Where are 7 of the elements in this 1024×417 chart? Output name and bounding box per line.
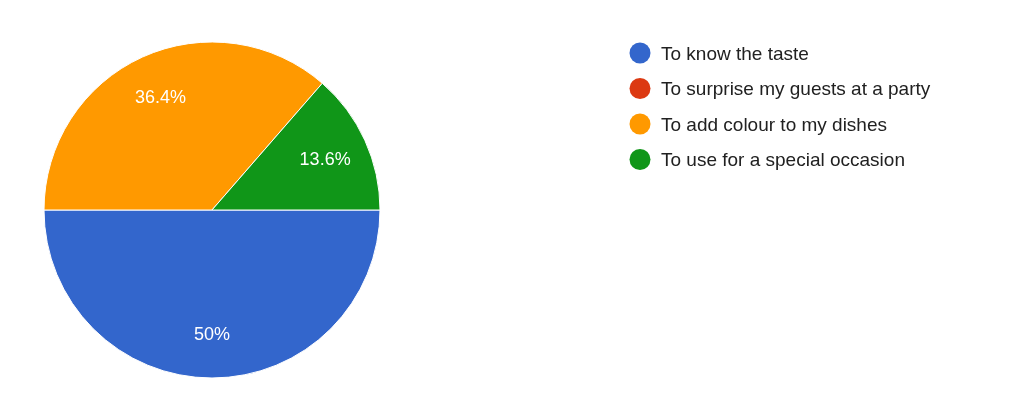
legend-label: To use for a special occasion <box>661 149 905 170</box>
data-label: 36.4% <box>134 86 187 107</box>
legend-label: To surprise my guests at a party <box>661 78 931 99</box>
legend-label: To know the taste <box>661 42 809 64</box>
data-label: 50% <box>193 324 231 345</box>
data-label: 13.6% <box>299 148 351 169</box>
legend-label: To add colour to my dishes <box>661 113 888 135</box>
